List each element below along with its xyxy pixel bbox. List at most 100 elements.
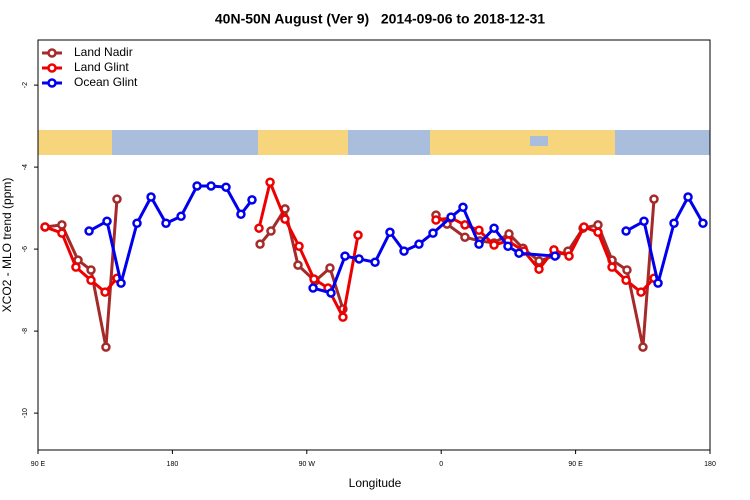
y-tick-label: -10 xyxy=(22,408,29,418)
point xyxy=(385,227,395,238)
point xyxy=(534,256,544,266)
legend-marker xyxy=(47,48,57,58)
point xyxy=(458,202,468,213)
point xyxy=(112,194,122,204)
point xyxy=(353,230,363,240)
point xyxy=(428,228,438,238)
point xyxy=(192,181,202,191)
map-ocean xyxy=(530,136,548,146)
point xyxy=(102,216,112,226)
legend-marker xyxy=(47,78,57,88)
point xyxy=(653,278,663,288)
point xyxy=(57,220,67,230)
point xyxy=(669,218,679,229)
point xyxy=(280,214,290,224)
point xyxy=(534,264,544,274)
point xyxy=(593,227,603,238)
point xyxy=(564,251,574,261)
point xyxy=(71,262,81,272)
point xyxy=(265,177,275,188)
legend-label: Land Glint xyxy=(74,60,129,74)
y-axis-label: XCO2 - MLO trend (ppm) xyxy=(0,178,14,313)
point xyxy=(698,218,708,229)
map-strip xyxy=(38,130,710,155)
point xyxy=(100,287,110,297)
point xyxy=(503,241,513,251)
point xyxy=(146,192,156,202)
x-axis-label: Longitude xyxy=(349,476,402,490)
point xyxy=(206,181,216,191)
point xyxy=(460,232,470,242)
point xyxy=(101,342,111,352)
y-tick-label: -6 xyxy=(22,246,29,252)
point xyxy=(636,287,646,297)
point xyxy=(622,265,632,275)
point xyxy=(514,248,524,258)
point xyxy=(86,275,96,286)
x-tick-label: 90 E xyxy=(31,461,46,468)
point xyxy=(116,278,126,288)
point xyxy=(84,226,94,236)
point xyxy=(132,218,142,229)
point xyxy=(370,257,380,267)
point xyxy=(266,226,276,236)
point xyxy=(607,262,617,272)
y-tick-label: -4 xyxy=(22,164,29,170)
chart-title: 40N-50N August (Ver 9) 2014-09-06 to 201… xyxy=(215,11,545,27)
point xyxy=(399,246,409,256)
point xyxy=(308,283,318,293)
y-tick-label: -2 xyxy=(22,82,29,88)
point xyxy=(460,220,470,230)
point xyxy=(638,342,648,352)
point xyxy=(683,192,693,202)
plot-frame xyxy=(37,39,711,451)
point xyxy=(254,223,264,233)
x-tick-label: 90 E xyxy=(568,461,583,468)
point xyxy=(639,216,649,226)
point xyxy=(247,195,257,205)
point xyxy=(474,239,484,249)
point xyxy=(176,211,186,222)
point xyxy=(414,239,424,249)
point xyxy=(593,220,603,230)
point xyxy=(57,228,67,238)
series-line xyxy=(44,177,656,322)
point xyxy=(621,275,631,286)
point xyxy=(326,288,336,298)
point xyxy=(621,226,631,236)
point xyxy=(338,312,348,322)
x-tick-label: 0 xyxy=(439,461,443,468)
point xyxy=(236,209,246,219)
x-tick-label: 180 xyxy=(704,461,716,468)
point xyxy=(579,222,589,232)
point xyxy=(550,251,560,261)
point xyxy=(40,222,50,232)
point xyxy=(489,240,499,250)
series-line xyxy=(88,184,705,295)
y-tick-label: -8 xyxy=(22,328,29,334)
point xyxy=(649,194,659,204)
point xyxy=(161,218,171,229)
x-tick-label: 90 W xyxy=(299,461,316,468)
map-ocean xyxy=(112,130,258,155)
point xyxy=(255,239,265,249)
point xyxy=(325,263,335,273)
point xyxy=(446,212,456,222)
point xyxy=(431,215,441,225)
point xyxy=(293,260,303,270)
point xyxy=(340,251,350,261)
point xyxy=(474,225,484,235)
point xyxy=(294,241,304,251)
point xyxy=(354,254,364,264)
point xyxy=(221,182,231,192)
x-tick-label: 180 xyxy=(167,461,179,468)
legend-label: Ocean Glint xyxy=(74,75,138,89)
legend-label: Land Nadir xyxy=(74,45,133,59)
point xyxy=(489,223,499,233)
point xyxy=(309,274,319,284)
map-ocean xyxy=(348,130,430,155)
point xyxy=(86,265,96,275)
legend-marker xyxy=(47,63,57,73)
